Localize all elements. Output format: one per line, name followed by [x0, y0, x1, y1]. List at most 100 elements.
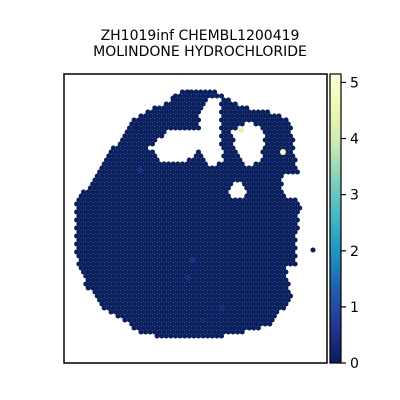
- spot-point: [120, 313, 126, 319]
- spot-point: [172, 285, 179, 291]
- spot-point: [182, 181, 188, 187]
- spot-point: [133, 265, 139, 271]
- spot-point: [122, 253, 128, 259]
- spot-point: [163, 109, 169, 115]
- spot-point: [248, 313, 254, 319]
- spot-point: [205, 269, 211, 275]
- spot-point: [152, 121, 158, 127]
- spot-point: [232, 309, 238, 315]
- spot-point: [216, 177, 222, 183]
- spot-point: [228, 277, 234, 283]
- spot-point: [170, 241, 176, 247]
- spot-point: [271, 241, 277, 247]
- spot-point: [246, 301, 252, 307]
- spot-point: [186, 269, 192, 275]
- spot-point: [232, 221, 238, 227]
- spot-point: [212, 89, 218, 95]
- spot-point: [161, 313, 167, 319]
- spot-point: [283, 277, 289, 283]
- spot-point: [258, 273, 264, 279]
- spot-point: [195, 237, 202, 243]
- spot-point: [285, 201, 291, 207]
- spot-point: [113, 157, 119, 163]
- spot-point: [117, 229, 123, 235]
- spot-point: [140, 237, 146, 243]
- spot-point: [106, 169, 112, 175]
- spot-point: [225, 137, 231, 143]
- spot-point: [159, 301, 165, 307]
- spot-point: [246, 261, 252, 267]
- spot-point: [241, 253, 248, 259]
- highlighted-spot-point: [238, 127, 244, 133]
- spot-point: [216, 233, 222, 239]
- spot-point: [205, 261, 211, 267]
- spot-point: [186, 189, 192, 195]
- spot-point: [248, 241, 254, 247]
- spot-point: [113, 205, 119, 211]
- spot-point: [244, 297, 250, 303]
- spot-point: [198, 105, 204, 111]
- spot-point: [189, 113, 195, 119]
- spot-point: [97, 297, 103, 303]
- spot-point: [223, 261, 229, 267]
- spot-point: [161, 257, 167, 263]
- spot-point: [239, 225, 245, 231]
- spot-point: [110, 217, 116, 223]
- spot-point: [241, 117, 248, 123]
- spot-point: [223, 293, 229, 299]
- spot-point: [166, 281, 172, 287]
- spot-point: [276, 161, 282, 167]
- spot-point: [253, 185, 259, 191]
- spot-point: [129, 257, 135, 263]
- spot-point: [258, 249, 264, 255]
- spot-point: [269, 197, 275, 203]
- spot-point: [244, 209, 250, 215]
- spot-point: [117, 189, 123, 195]
- spot-point: [267, 113, 273, 119]
- spot-point: [195, 309, 202, 315]
- spot-point: [239, 257, 245, 263]
- spot-point: [168, 229, 174, 235]
- spot-point: [163, 293, 169, 299]
- spot-point: [269, 149, 275, 155]
- spot-point: [232, 261, 238, 267]
- spot-point: [87, 249, 93, 255]
- spot-point: [292, 253, 298, 259]
- spot-point: [166, 169, 172, 175]
- spot-point: [124, 257, 130, 263]
- spot-point: [264, 253, 271, 259]
- spot-point: [230, 145, 236, 151]
- spot-point: [241, 269, 248, 275]
- spot-point: [209, 277, 215, 283]
- spot-point: [129, 137, 135, 143]
- spot-point: [149, 325, 156, 331]
- spot-point: [138, 217, 144, 223]
- spot-point: [193, 305, 199, 311]
- spot-point: [262, 297, 268, 303]
- spot-point: [267, 185, 273, 191]
- spot-point: [189, 289, 195, 295]
- spot-point: [223, 141, 229, 147]
- spot-point: [101, 201, 107, 207]
- spot-point: [182, 213, 188, 219]
- spot-point: [122, 277, 128, 283]
- spot-point: [161, 225, 167, 231]
- spot-point: [271, 217, 277, 223]
- spot-point: [124, 249, 130, 255]
- spot-point: [115, 273, 121, 279]
- spot-point: [78, 241, 84, 247]
- spot-point: [230, 201, 236, 207]
- spot-point: [147, 201, 153, 207]
- spot-point: [184, 217, 190, 223]
- spot-point: [237, 117, 243, 123]
- spot-point: [189, 321, 195, 327]
- spot-point: [122, 221, 128, 227]
- spot-point: [193, 289, 199, 295]
- spot-point: [168, 333, 174, 339]
- spot-point: [113, 293, 119, 299]
- spot-point: [152, 161, 158, 167]
- spot-point: [106, 249, 112, 255]
- spot-point: [140, 181, 146, 187]
- spot-point: [218, 285, 225, 291]
- spot-point: [115, 201, 121, 207]
